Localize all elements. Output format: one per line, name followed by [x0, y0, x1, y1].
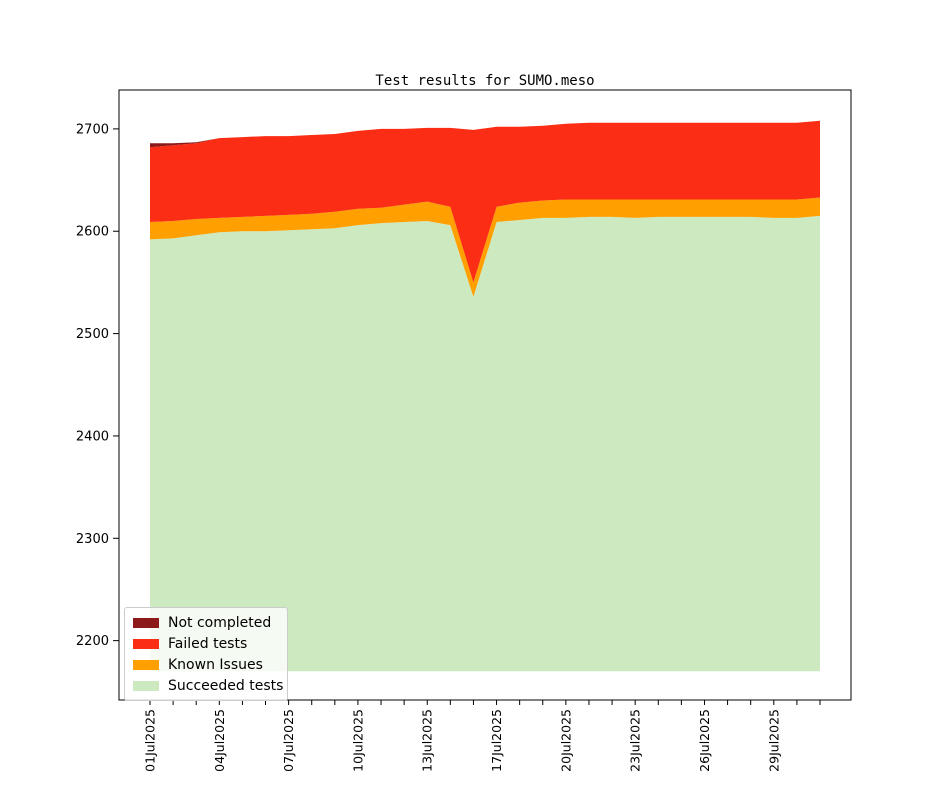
y-axis-label: 2200: [76, 634, 109, 649]
plot-border: [118, 89, 852, 701]
legend-item-known-issues: Known Issues: [133, 654, 279, 675]
area-failed-tests: [150, 120, 820, 283]
legend-item-failed-tests: Failed tests: [133, 633, 279, 654]
area-known-issues: [150, 197, 820, 297]
y-axis-label: 2600: [76, 225, 109, 240]
x-axis-label: 13Jul2025: [420, 709, 435, 772]
x-axis-label: 29Jul2025: [766, 709, 781, 772]
not-completed-swatch: [133, 617, 159, 628]
legend-item-succeeded-tests: Succeeded tests: [133, 675, 283, 696]
y-axis-label: 2500: [76, 327, 109, 342]
x-axis-label: 26Jul2025: [697, 709, 712, 772]
area-succeeded-tests: [150, 215, 820, 672]
y-axis-label: 2300: [76, 532, 109, 547]
legend-label: Known Issues: [168, 656, 263, 673]
chart-title: Test results for SUMO.meso: [375, 73, 595, 89]
y-axis-label: 2700: [76, 122, 109, 137]
legend-label: Not completed: [168, 614, 272, 631]
failed-tests-swatch: [133, 638, 159, 649]
x-axis-label: 17Jul2025: [489, 709, 504, 772]
succeeded-tests-swatch: [133, 680, 159, 691]
x-axis-label: 23Jul2025: [628, 709, 643, 772]
x-axis-label: 07Jul2025: [281, 709, 296, 772]
legend-item-not-completed: Not completed: [133, 612, 279, 633]
known-issues-swatch: [133, 659, 159, 670]
legend-label: Failed tests: [168, 635, 248, 652]
legend-label: Succeeded tests: [168, 677, 284, 694]
legend: Not completed Failed tests Known Issues …: [124, 607, 288, 701]
x-axis-label: 04Jul2025: [212, 709, 227, 772]
x-axis-label: 20Jul2025: [558, 709, 573, 772]
x-axis-label: 10Jul2025: [350, 709, 365, 772]
x-axis-label: 01Jul2025: [143, 709, 158, 772]
y-axis-label: 2400: [76, 429, 109, 444]
